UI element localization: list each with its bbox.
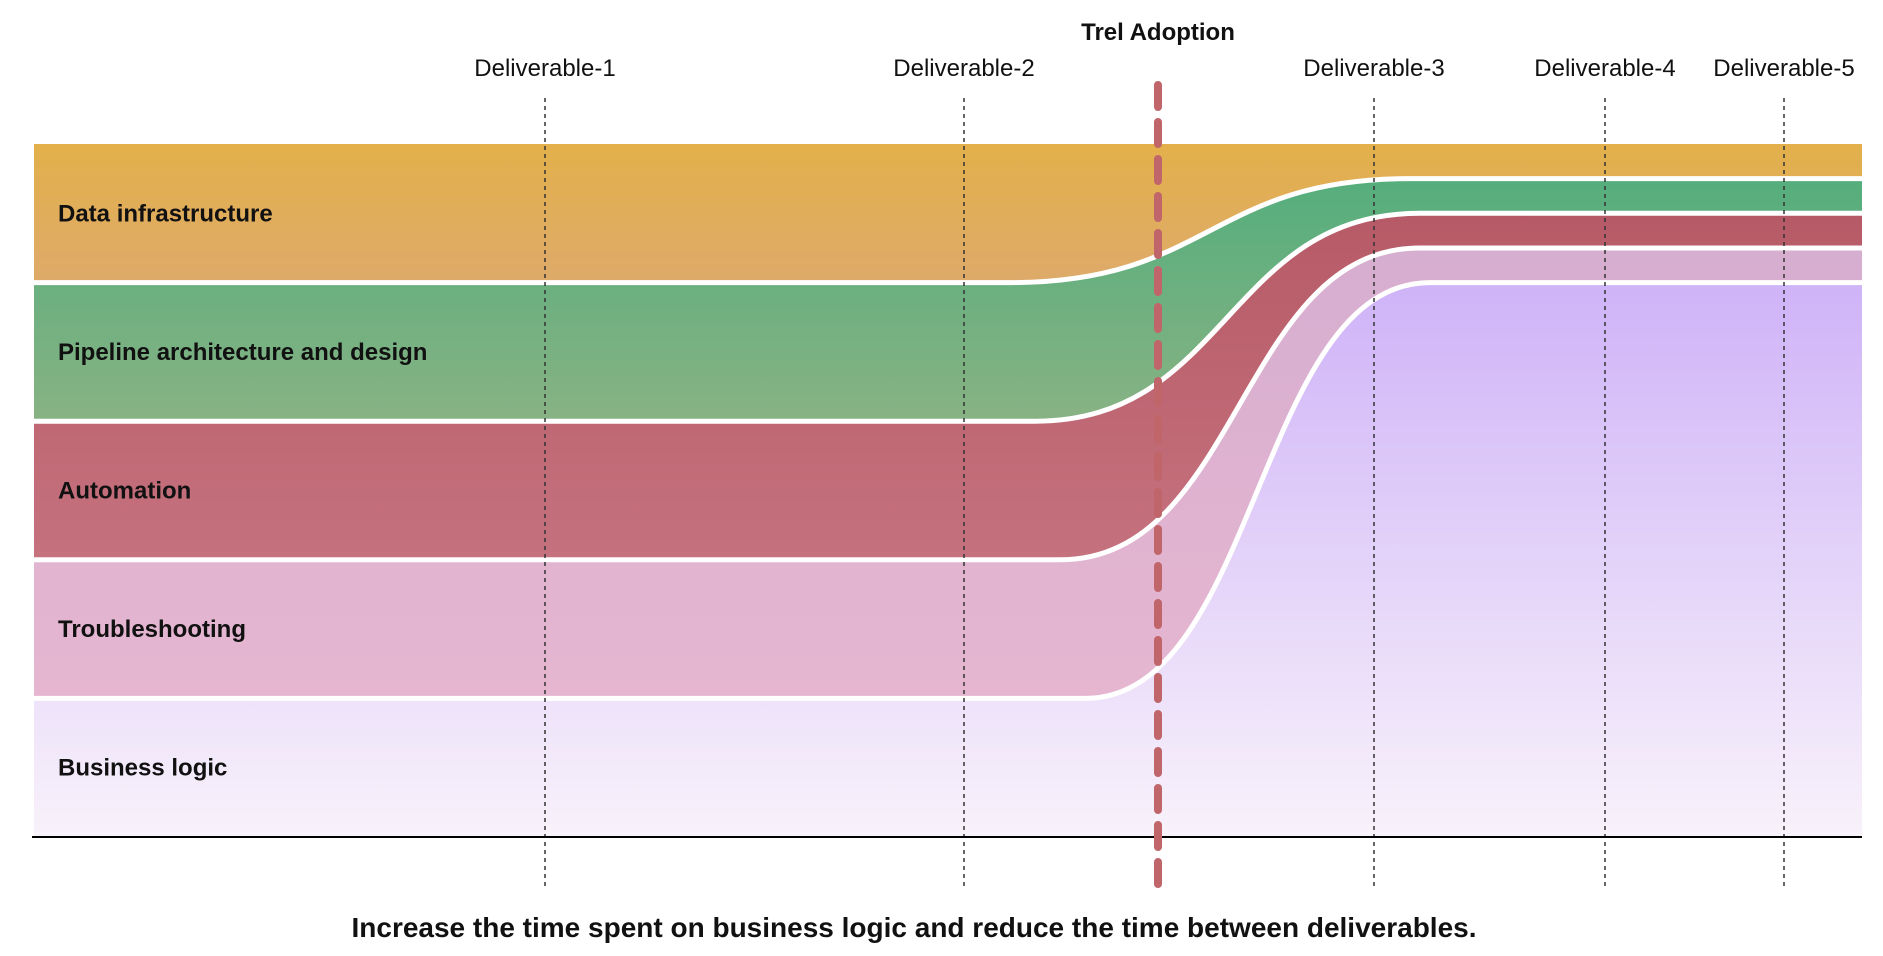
band-pipeline-architecture-and-design	[34, 178, 1862, 422]
band-separator	[34, 245, 1862, 563]
band-troubleshooting	[34, 247, 1862, 699]
stream-bands	[34, 144, 1862, 838]
band-separator	[34, 210, 1862, 424]
band-automation	[34, 213, 1862, 560]
deliverable-label: Deliverable-5	[1713, 55, 1854, 82]
stream-label: Business logic	[58, 755, 227, 782]
stream-labels: Data infrastructure Pipeline architecture…	[58, 200, 427, 781]
deliverable-label: Deliverable-1	[474, 55, 615, 82]
stream-label: Troubleshooting	[58, 616, 246, 643]
stream-label: Automation	[58, 478, 191, 505]
stream-label: Data infrastructure	[58, 200, 273, 227]
band-separator	[34, 280, 1862, 701]
deliverable-markers: Deliverable-1 Deliverable-2 Deliverable-3 D…	[474, 55, 1855, 886]
chart-caption: Increase the time spent on business logi…	[351, 912, 1476, 943]
deliverable-label: Deliverable-4	[1534, 55, 1675, 82]
stream-label: Pipeline architecture and design	[58, 339, 427, 366]
adoption-marker: Trel Adoption	[1081, 19, 1235, 890]
band-separator	[34, 176, 1862, 286]
deliverable-label: Deliverable-2	[893, 55, 1034, 82]
deliverable-label: Deliverable-3	[1303, 55, 1444, 82]
adoption-label: Trel Adoption	[1081, 19, 1235, 46]
